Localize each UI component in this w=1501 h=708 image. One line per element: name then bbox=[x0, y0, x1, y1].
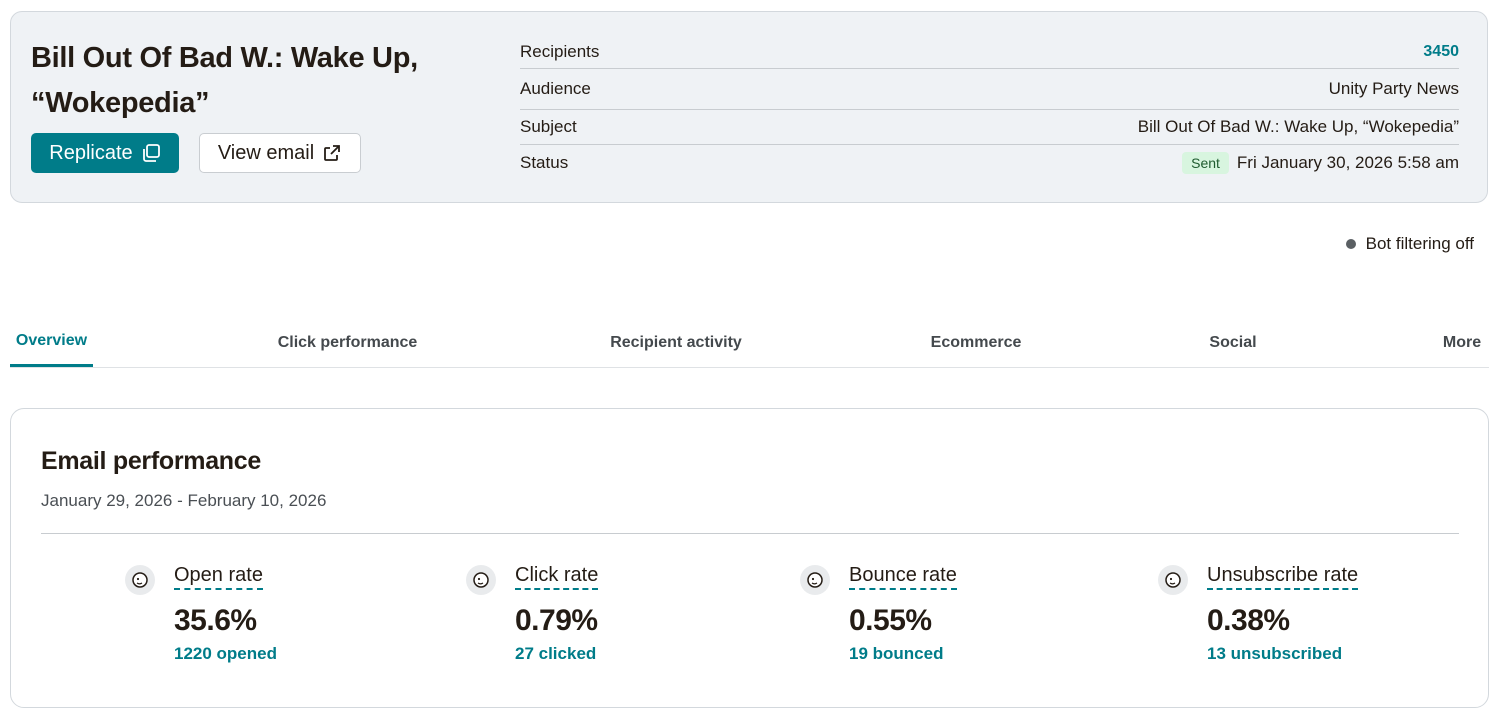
status-badge: Sent bbox=[1182, 152, 1229, 174]
metric-value: 0.38% bbox=[1207, 604, 1290, 637]
recipients-label: Recipients bbox=[520, 42, 600, 61]
status-date: Fri January 30, 2026 5:58 am bbox=[1236, 153, 1459, 172]
status-row: Status Sent Fri January 30, 2026 5:58 am bbox=[520, 145, 1459, 181]
status-dot-icon bbox=[1345, 239, 1356, 249]
report-tabs: Overview Click performance Recipient act… bbox=[10, 318, 1489, 368]
mailchimp-freddie-icon bbox=[1158, 565, 1188, 595]
metric-unsubscribe-rate: Unsubscribe rate 0.38% 13 unsubscribed bbox=[1207, 564, 1359, 664]
tab-click-performance[interactable]: Click performance bbox=[277, 333, 418, 351]
tab-recipient-activity[interactable]: Recipient activity bbox=[610, 333, 742, 351]
subject-value: Bill Out Of Bad W.: Wake Up, “Wokepedia” bbox=[1137, 117, 1459, 136]
campaign-details: Recipients 3450 Audience Unity Party New… bbox=[520, 36, 1459, 181]
status-label: Status bbox=[520, 153, 569, 172]
audience-row: Audience Unity Party News bbox=[520, 69, 1459, 110]
tab-social[interactable]: Social bbox=[1209, 333, 1257, 351]
tab-more[interactable]: More bbox=[1442, 333, 1482, 351]
copy-icon bbox=[142, 144, 160, 162]
subject-label: Subject bbox=[520, 117, 577, 136]
audience-label: Audience bbox=[520, 79, 591, 98]
metric-value: 35.6% bbox=[174, 604, 257, 637]
external-link-icon bbox=[324, 145, 341, 161]
metric-label[interactable]: Open rate bbox=[174, 564, 263, 590]
metric-label[interactable]: Click rate bbox=[515, 564, 599, 590]
tab-ecommerce[interactable]: Ecommerce bbox=[930, 333, 1022, 351]
metric-bounce-rate: Bounce rate 0.55% 19 bounced bbox=[849, 564, 957, 664]
campaign-title: Bill Out Of Bad W.: Wake Up, “Wokepedia” bbox=[31, 42, 418, 119]
email-performance-title: Email performance bbox=[41, 447, 261, 475]
email-performance-card: Email performance January 29, 2026 - Feb… bbox=[10, 408, 1489, 708]
tab-overview[interactable]: Overview bbox=[10, 318, 93, 367]
metric-count-link[interactable]: 19 bounced bbox=[849, 644, 944, 663]
metric-open-rate: Open rate 35.6% 1220 opened bbox=[174, 564, 277, 664]
metric-count-link[interactable]: 1220 opened bbox=[174, 644, 277, 663]
metric-label[interactable]: Unsubscribe rate bbox=[1207, 564, 1359, 590]
bot-filtering-toggle[interactable]: Bot filtering off bbox=[1345, 234, 1474, 254]
mailchimp-freddie-icon bbox=[466, 565, 496, 595]
view-email-button-label: View email bbox=[217, 141, 315, 164]
email-performance-date-range: January 29, 2026 - February 10, 2026 bbox=[41, 491, 327, 510]
metric-click-rate: Click rate 0.79% 27 clicked bbox=[515, 564, 599, 664]
recipients-row: Recipients 3450 bbox=[520, 36, 1459, 69]
campaign-summary-card: Bill Out Of Bad W.: Wake Up, “Wokepedia”… bbox=[10, 11, 1488, 203]
subject-row: Subject Bill Out Of Bad W.: Wake Up, “Wo… bbox=[520, 110, 1459, 145]
mailchimp-freddie-icon bbox=[800, 565, 830, 595]
view-email-button[interactable]: View email bbox=[199, 133, 361, 173]
bot-filtering-label: Bot filtering off bbox=[1365, 234, 1474, 253]
metric-value: 0.79% bbox=[515, 604, 598, 637]
mailchimp-freddie-icon bbox=[125, 565, 155, 595]
audience-value: Unity Party News bbox=[1328, 79, 1459, 98]
replicate-button[interactable]: Replicate bbox=[31, 133, 179, 173]
metric-label[interactable]: Bounce rate bbox=[849, 564, 957, 590]
metric-count-link[interactable]: 13 unsubscribed bbox=[1207, 644, 1343, 663]
replicate-button-label: Replicate bbox=[49, 141, 133, 164]
status-value: Sent Fri January 30, 2026 5:58 am bbox=[1182, 152, 1459, 174]
divider bbox=[41, 533, 1459, 534]
metric-count-link[interactable]: 27 clicked bbox=[515, 644, 597, 663]
recipients-value[interactable]: 3450 bbox=[1423, 43, 1459, 60]
metric-value: 0.55% bbox=[849, 604, 932, 637]
